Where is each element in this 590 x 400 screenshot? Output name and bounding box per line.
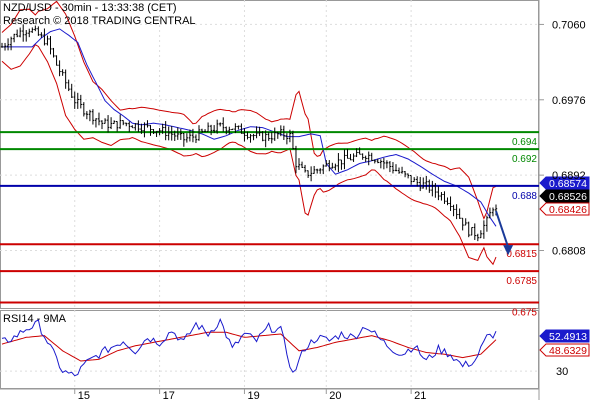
forecast-arrow-shaft [495,210,510,248]
time-tick-label: 20 [329,390,341,400]
price-tick-label: 0.6808 [552,245,586,257]
rsi-tag-label: 48.6329 [549,345,587,357]
rsi-tag-box [539,329,590,343]
rsi-tag-label: 52.4913 [549,331,587,343]
time-tick-label: 15 [78,390,90,400]
forecast-arrow-head [503,245,514,256]
time-tick-label: 17 [163,390,175,400]
bollinger-lower-line [1,44,497,266]
price-tick-label: 0.6892 [552,170,586,182]
rsi-panel-title: RSI14 - 9MA [3,313,67,325]
price-tag-box [539,189,590,203]
resistance-level-label: 0.692 [512,154,537,165]
rsi-tick-label: 30 [556,366,568,378]
moving-average-line [2,28,497,227]
resistance-level-label: 0.694 [512,137,537,148]
price-tag-box [539,176,590,190]
price-tag-box [539,202,590,216]
price-tag-label: 0.68574 [549,178,587,190]
time-tick-label: 19 [247,390,259,400]
support-level-label: 0.6815 [506,249,537,260]
price-tag-label: 0.68526 [549,191,587,203]
price-panel-frame [0,0,539,309]
price-tag-label: 0.68426 [549,204,587,216]
time-tick-label: 21 [414,390,426,400]
bollinger-upper-line [1,0,497,220]
support-level-label: 0.675 [512,308,537,319]
price-tick-label: 0.6976 [552,95,586,107]
chart-title: NZD/USD - 30min - 13:33:38 (CET) [3,2,177,14]
price-tick-label: 0.7060 [552,19,586,31]
rsi-line [1,317,497,377]
rsi-tag-box [539,343,590,357]
support-level-label: 0.6785 [506,276,537,287]
rsi-panel-frame [0,310,539,389]
chart-copyright: Research © 2018 TRADING CENTRAL [3,15,196,27]
pivot-level-label: 0.688 [512,191,537,202]
